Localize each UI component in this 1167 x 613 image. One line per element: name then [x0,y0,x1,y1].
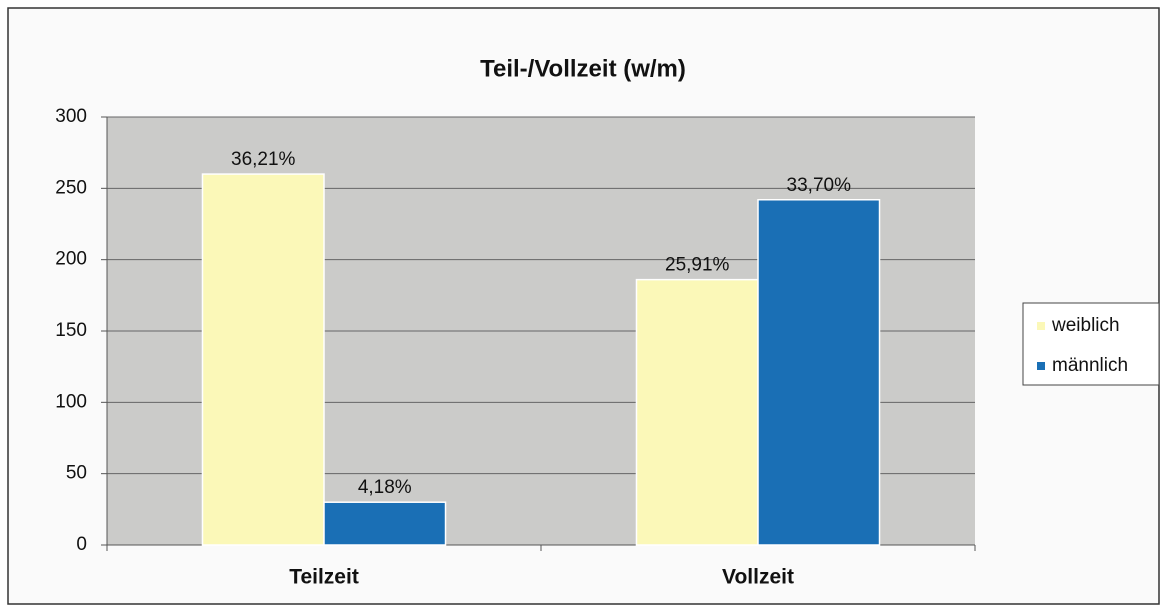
data-label: 33,70% [787,175,852,196]
legend-label: männlich [1052,355,1128,376]
legend-swatch [1037,322,1045,330]
data-label: 36,21% [231,149,296,170]
y-tick-label: 100 [55,391,87,412]
x-tick-label: Vollzeit [722,566,794,589]
data-label: 25,91% [665,255,730,276]
bar [635,278,759,546]
bar [757,198,881,546]
x-tick-label: Teilzeit [289,566,359,589]
y-tick-label: 300 [55,106,87,127]
legend-swatch [1037,362,1045,370]
bar [201,173,325,546]
legend-box [1022,302,1160,386]
chart-title: Teil-/Vollzeit (w/m) [480,55,686,82]
y-tick-label: 200 [55,249,87,270]
y-tick-label: 250 [55,177,87,198]
y-tick-label: 0 [76,534,87,555]
bar [323,501,447,546]
legend-label: weiblich [1051,315,1120,336]
data-label: 4,18% [358,477,412,498]
y-tick-label: 50 [66,463,87,484]
y-tick-label: 150 [55,320,87,341]
